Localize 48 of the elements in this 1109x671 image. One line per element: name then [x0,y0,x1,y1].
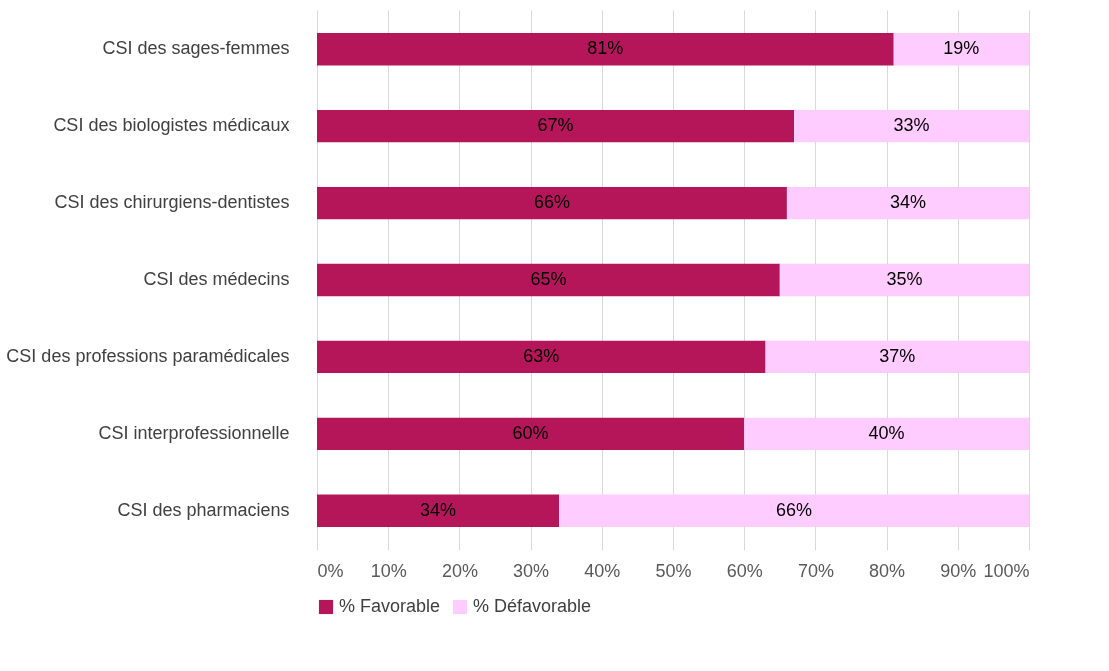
data-label: 33% [893,115,930,136]
bar [317,110,795,143]
data-label: 35% [886,269,923,289]
bar [893,33,1029,66]
bar [559,494,1029,527]
data-label: 34% [420,499,457,520]
data-label: 34% [889,192,926,213]
x-tick-label: 20% [441,560,478,581]
data-label: 63% [523,345,560,366]
bar [744,417,1029,450]
x-tick-label: 40% [584,560,621,581]
bar [317,340,766,374]
x-tick-label: 90% [940,560,977,581]
legend-label: % Défavorable [473,596,592,616]
data-label: 37% [879,345,916,366]
x-tick-label: 0% [317,560,344,581]
data-label: 65% [530,269,567,289]
y-tick-label: CSI interprofessionnelle [98,422,290,443]
bar [765,340,1029,374]
x-tick-label: 60% [726,560,763,581]
data-label: 19% [943,38,980,59]
bar [779,263,1029,297]
bar [317,33,894,66]
y-tick-label: CSI des pharmaciens [117,499,290,520]
data-label: 66% [533,192,570,213]
bar [317,186,787,220]
data-label: 40% [868,422,905,443]
y-tick-label: CSI des professions paramédicales [6,345,290,366]
x-tick-label: 10% [370,560,407,581]
data-label: 67% [537,115,574,136]
bar [317,417,745,450]
y-tick-label: CSI des médecins [143,269,290,289]
bar [317,263,780,297]
y-tick-label: CSI des biologistes médicaux [53,115,290,136]
x-tick-label: 70% [797,560,834,581]
data-label: 66% [776,499,813,520]
data-label: 60% [512,422,549,443]
bar [786,186,1029,220]
y-tick-label: CSI des sages-femmes [102,38,290,59]
bar [317,494,560,527]
x-tick-label: 30% [513,560,550,581]
bar [794,110,1029,143]
y-tick-label: CSI des chirurgiens-dentistes [54,192,290,213]
legend-label: % Favorable [339,596,441,616]
x-tick-label: 80% [869,560,906,581]
data-label: 81% [587,38,624,59]
x-tick-label: 50% [655,560,692,581]
x-tick-label: 100% [983,560,1030,581]
